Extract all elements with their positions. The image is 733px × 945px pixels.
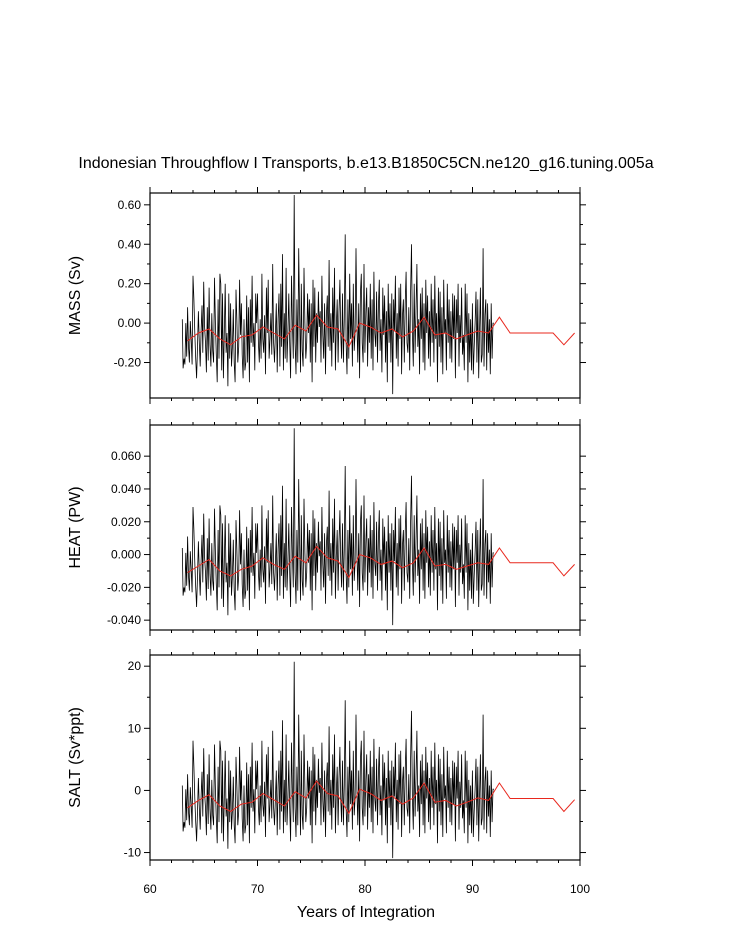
y-tick-label: -10 [124, 846, 142, 860]
y-tick-label: 0 [134, 783, 141, 797]
y-tick-label: 0.00 [118, 316, 142, 330]
y-tick-label: 0.60 [118, 198, 142, 212]
y-tick-label: -0.020 [107, 580, 141, 594]
x-tick-label: 100 [570, 882, 590, 896]
monthly-series-line [181, 194, 494, 395]
y-tick-label: 0.060 [111, 449, 141, 463]
x-tick-label: 70 [251, 882, 265, 896]
annual-mean-line [187, 780, 575, 815]
annual-mean-line [187, 314, 575, 348]
x-axis-label: Years of Integration [297, 904, 435, 921]
x-tick-label: 80 [358, 882, 372, 896]
y-tick-label: 0.040 [111, 482, 141, 496]
panel-2: -0.040 -0.020 0.000 0.020 0.040 0.060 HEAT (PW… [67, 419, 586, 636]
y-tick-label: 0.000 [111, 548, 141, 562]
y-tick-label: 20 [128, 659, 142, 673]
y-tick-label: 10 [128, 721, 142, 735]
x-tick-label: 90 [466, 882, 480, 896]
y-axis-label: MASS (Sv) [67, 256, 84, 335]
y-axis-label: SALT (Sv*ppt) [67, 707, 84, 808]
x-tick-label: 60 [143, 882, 157, 896]
y-tick-label: 0.020 [111, 515, 141, 529]
monthly-series-line [181, 428, 494, 626]
y-tick-label: -0.20 [114, 356, 142, 370]
annual-mean-line [187, 545, 575, 579]
panel-1: -0.20 0.00 0.20 0.40 0.60 MASS (Sv) [67, 187, 586, 404]
y-axis-label: HEAT (PW) [67, 486, 84, 568]
y-tick-label: -0.040 [107, 613, 141, 627]
y-tick-label: 0.40 [118, 237, 142, 251]
panel-3: -10 0 10 20 SALT (Sv*ppt) [67, 649, 586, 866]
chart-title: Indonesian Throughflow I Transports, b.e… [78, 155, 653, 172]
y-tick-label: 0.20 [118, 277, 142, 291]
monthly-series-line [181, 661, 494, 859]
